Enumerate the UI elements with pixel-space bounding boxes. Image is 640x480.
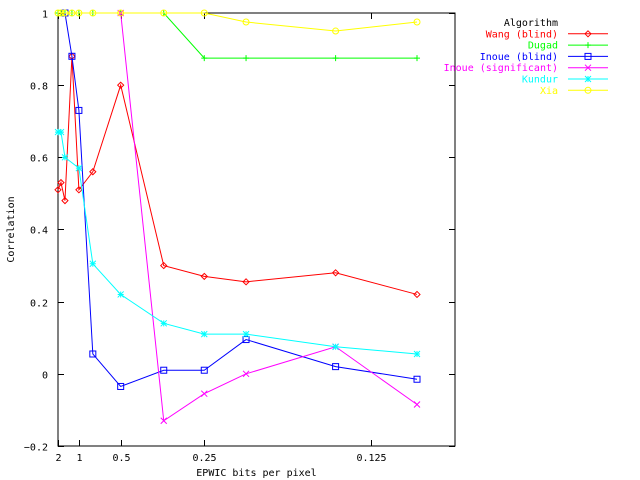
plot-area [57, 12, 456, 447]
data-point [68, 9, 76, 17]
series-line [120, 12, 418, 422]
x-tick-label: 0.125 [356, 453, 386, 464]
series-line [57, 56, 418, 295]
data-point [117, 382, 125, 390]
plot-frame [57, 12, 456, 447]
series-layer [54, 9, 421, 425]
data-point [413, 18, 421, 26]
data-point [89, 260, 97, 268]
data-point [57, 178, 65, 187]
series-line [58, 12, 418, 32]
data-point [75, 9, 83, 17]
y-tick-label: 0.2 [30, 299, 48, 310]
x-tick-label: 1 [76, 453, 82, 464]
data-point [332, 363, 340, 371]
x-tick-label: 2 [55, 453, 61, 464]
series-inoue-significant [117, 9, 421, 425]
data-point [61, 9, 69, 17]
x-axis-title: EPWIC bits per pixel [196, 468, 316, 479]
y-tick-label: 0.8 [30, 82, 48, 93]
data-point [200, 366, 208, 374]
data-point [160, 366, 168, 374]
data-point [413, 375, 421, 383]
x-axis: 2 1 0.5 0.25 0.125 [55, 13, 387, 464]
data-point [160, 417, 168, 425]
data-point [117, 9, 125, 17]
legend-entry-label: Xia [540, 86, 558, 97]
y-tick-label: 0 [42, 371, 48, 382]
data-point [116, 81, 125, 89]
data-point [242, 370, 250, 378]
data-point [61, 196, 69, 205]
series-kundur [54, 128, 421, 358]
data-point [75, 106, 83, 114]
data-point [414, 55, 421, 62]
series-wang-blind [54, 52, 421, 299]
data-point [117, 291, 125, 298]
data-point [413, 290, 421, 299]
data-point [160, 9, 168, 17]
data-point [57, 9, 65, 17]
data-point [89, 350, 97, 358]
data-point [584, 64, 592, 72]
data-point [332, 343, 339, 351]
data-point [242, 278, 250, 286]
data-point [89, 9, 97, 17]
data-point [160, 319, 168, 327]
data-point [75, 186, 83, 194]
data-point [584, 30, 592, 38]
data-point [332, 55, 339, 62]
data-point [243, 55, 250, 62]
data-point [75, 164, 83, 172]
data-point [242, 18, 250, 26]
y-tick-label: −0.2 [24, 443, 48, 454]
data-point [54, 186, 62, 194]
data-point [200, 9, 208, 17]
legend-entry-label: Kundur [522, 75, 558, 86]
series-xia [54, 9, 421, 35]
data-point [68, 52, 76, 60]
data-point [61, 153, 69, 161]
data-point [584, 86, 592, 94]
data-point [200, 272, 208, 281]
y-tick-label: 0.6 [30, 154, 48, 165]
data-point [54, 9, 62, 17]
data-point [160, 261, 168, 270]
data-point [201, 55, 208, 62]
legend-entry-label: Inoue (significant) [444, 63, 558, 74]
x-tick-label: 0.5 [112, 453, 130, 464]
series-dugad [55, 10, 421, 62]
data-point [57, 128, 65, 136]
y-tick-label: 0.4 [30, 226, 48, 237]
data-point [332, 27, 340, 35]
legend-title: Algorithm [504, 18, 558, 29]
data-point [413, 350, 421, 358]
data-point [585, 42, 591, 49]
data-point [584, 52, 592, 60]
y-tick-label: 1 [42, 10, 48, 21]
data-point [413, 401, 421, 408]
series-line [64, 12, 418, 388]
data-point [331, 269, 340, 277]
series-line [58, 131, 418, 355]
data-point [242, 330, 250, 338]
y-axis-title: Correlation [6, 196, 17, 262]
data-point [200, 330, 208, 338]
data-point [89, 168, 97, 176]
legend-entry-label: Inoue (blind) [480, 52, 558, 63]
legend-entry-label: Dugad [528, 41, 558, 52]
data-point [584, 75, 592, 83]
legend-entry-label: Wang (blind) [486, 29, 558, 40]
data-point [200, 390, 208, 398]
x-tick-label: 0.25 [192, 453, 216, 464]
series-inoue-blind [61, 9, 421, 390]
y-axis: −0.2 0 0.2 0.4 0.6 0.8 1 [24, 10, 455, 454]
